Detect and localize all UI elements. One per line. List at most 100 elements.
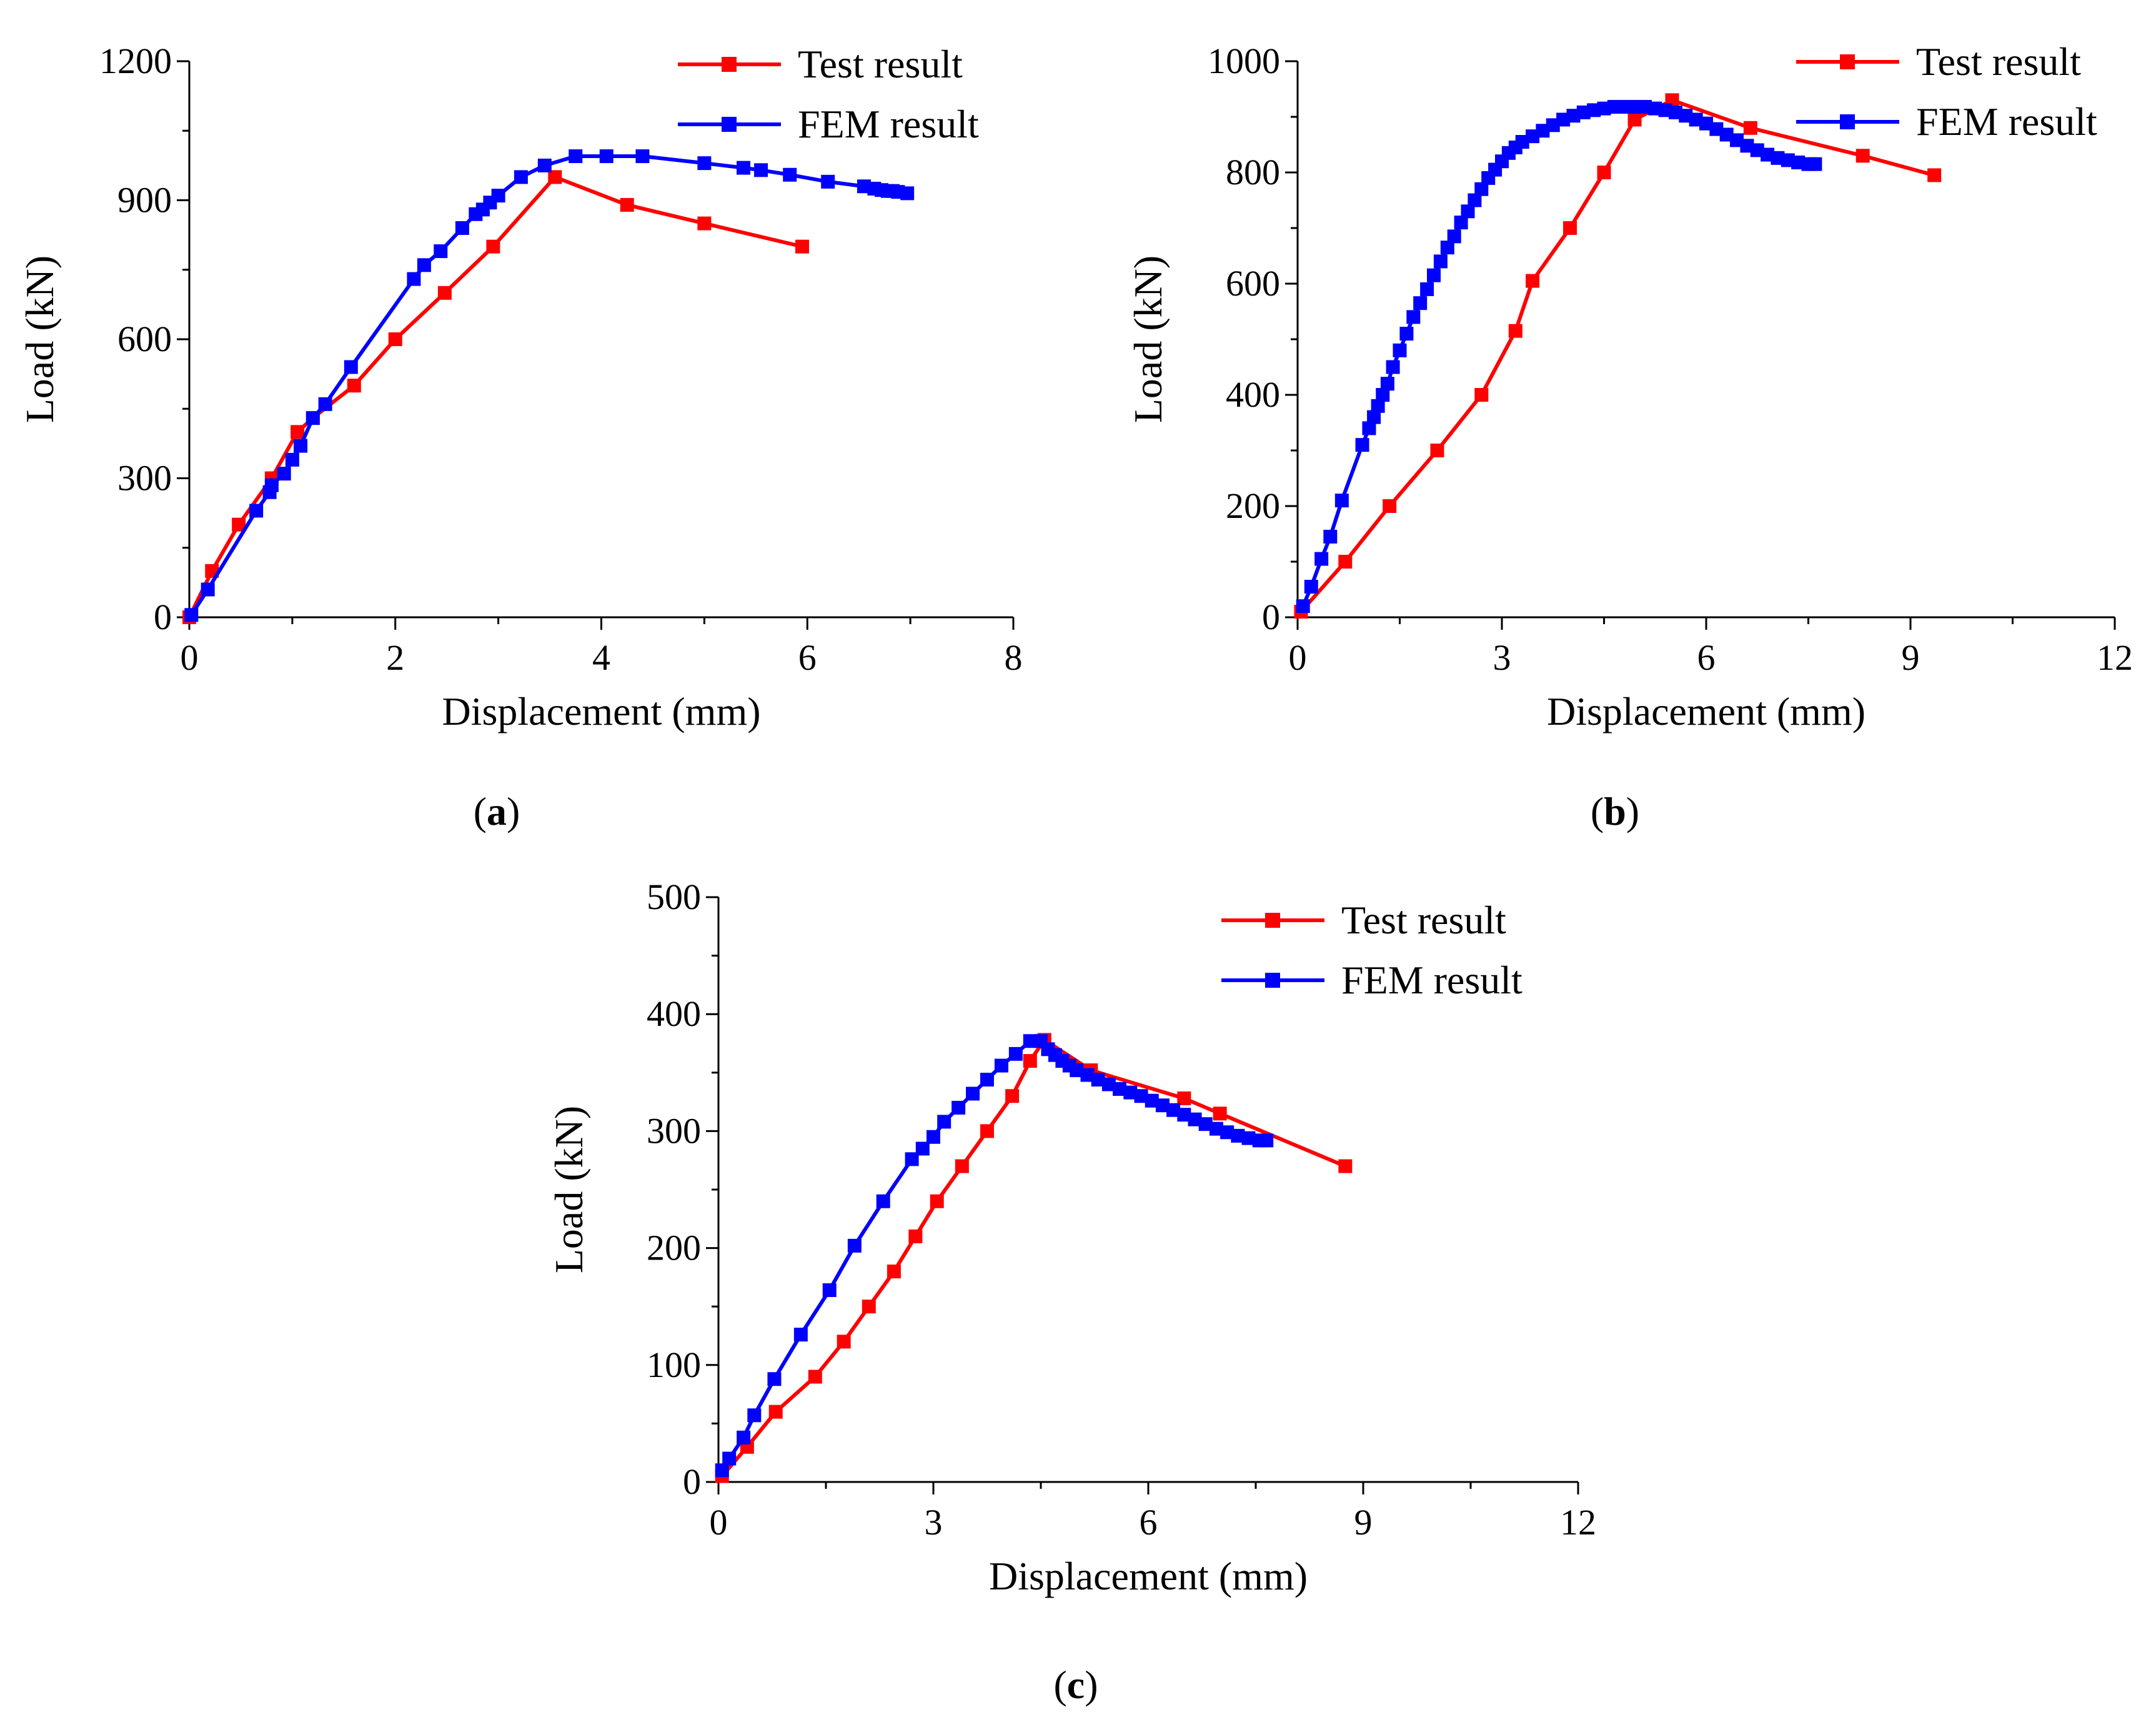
data-point-test — [697, 216, 712, 231]
data-point-fem — [455, 221, 469, 235]
data-point-test — [1563, 221, 1577, 235]
data-point-fem — [822, 1283, 837, 1297]
data-point-fem — [1241, 1131, 1256, 1145]
x-tick-label: 3 — [925, 1502, 943, 1543]
data-point-test — [1474, 388, 1489, 402]
data-point-test — [437, 286, 452, 300]
data-point-fem — [1188, 1112, 1202, 1126]
data-point-fem — [1413, 296, 1428, 311]
data-point-fem — [1406, 310, 1421, 324]
data-point-fem — [876, 1194, 890, 1208]
y-tick-label: 400 — [1226, 374, 1280, 415]
y-tick-label: 0 — [154, 597, 172, 637]
data-point-fem — [599, 149, 614, 164]
x-tick-label: 0 — [1289, 637, 1307, 678]
data-point-fem — [285, 452, 299, 467]
data-point-test — [1597, 166, 1611, 179]
data-point-fem — [1177, 1108, 1191, 1122]
x-tick-label: 6 — [1140, 1502, 1158, 1543]
data-point-fem — [980, 1073, 994, 1087]
legend-marker-test — [1265, 913, 1280, 928]
data-point-fem — [821, 174, 835, 189]
legend-label-fem: FEM result — [798, 102, 979, 146]
data-point-fem — [294, 439, 308, 453]
data-point-fem — [747, 1408, 762, 1423]
data-point-fem — [1808, 157, 1822, 171]
data-point-test — [1177, 1091, 1191, 1105]
data-point-fem — [783, 167, 797, 182]
data-point-fem — [635, 149, 650, 164]
data-point-fem — [1231, 1128, 1245, 1143]
data-point-fem — [1355, 438, 1369, 452]
data-point-fem — [344, 360, 358, 374]
y-tick-label: 400 — [647, 993, 701, 1034]
data-point-fem — [900, 186, 915, 201]
data-point-test — [1383, 499, 1397, 513]
data-point-fem — [905, 1152, 919, 1166]
y-tick-label: 600 — [117, 319, 172, 359]
data-point-fem — [434, 244, 448, 259]
x-tick-label: 3 — [1493, 637, 1511, 678]
data-point-test — [908, 1229, 923, 1243]
x-tick-label: 2 — [386, 637, 404, 678]
data-point-fem — [1101, 1077, 1116, 1091]
data-point-fem — [1362, 421, 1376, 435]
data-point-fem — [1304, 580, 1318, 594]
data-point-fem — [1393, 343, 1407, 357]
legend-marker-fem — [1840, 114, 1855, 129]
series-line-fem — [1301, 104, 1816, 607]
data-point-fem — [1314, 552, 1329, 566]
data-point-test — [930, 1194, 944, 1208]
y-tick-label: 300 — [117, 458, 172, 499]
data-point-test — [1338, 555, 1353, 569]
data-point-fem — [1420, 282, 1434, 296]
data-point-fem — [1070, 1063, 1084, 1078]
data-point-fem — [754, 163, 768, 177]
series-line-test — [720, 1038, 1346, 1478]
x-tick-label: 6 — [1697, 637, 1716, 678]
series-line-fem — [189, 154, 908, 616]
y-tick-label: 800 — [1226, 152, 1280, 192]
data-point-fem — [767, 1372, 782, 1386]
data-point-fem — [1296, 599, 1310, 614]
data-point-test — [347, 379, 361, 393]
data-point-test — [980, 1124, 994, 1138]
legend-label-fem: FEM result — [1341, 958, 1523, 1002]
data-point-fem — [994, 1058, 1008, 1073]
data-point-fem — [201, 582, 215, 597]
y-tick-label: 600 — [1226, 263, 1280, 304]
y-axis-label: Load (kN) — [17, 256, 62, 423]
x-tick-label: 0 — [181, 637, 199, 678]
data-point-test — [862, 1300, 876, 1314]
panel-a-caption: (a) — [473, 789, 520, 833]
legend-marker-test — [1840, 54, 1855, 69]
data-point-fem — [847, 1238, 862, 1253]
data-point-fem — [306, 411, 320, 425]
data-point-test — [486, 239, 500, 254]
chart-panel-b: 0 3 6 9 12 0 200 400 600 800 1000 Displacement (mm)… — [1126, 39, 2133, 733]
x-tick-label: 12 — [1560, 1502, 1596, 1543]
data-point-fem — [715, 1463, 729, 1478]
data-point-fem — [1399, 327, 1414, 341]
data-point-test — [232, 517, 246, 532]
data-point-test — [1927, 168, 1942, 182]
y-tick-label: 1000 — [1208, 41, 1280, 81]
data-point-fem — [1008, 1046, 1023, 1061]
data-point-test — [620, 197, 634, 212]
legend-label-test: Test result — [798, 42, 963, 86]
data-point-test — [1743, 121, 1757, 135]
legend-marker-fem — [722, 117, 737, 132]
legend-label-test: Test result — [1916, 39, 2081, 84]
data-point-fem — [264, 478, 279, 492]
y-tick-label: 500 — [647, 877, 701, 917]
data-point-fem — [1440, 241, 1454, 255]
y-axis-label: Load (kN) — [547, 1106, 591, 1273]
data-point-test — [1627, 112, 1642, 127]
data-point-fem — [1474, 182, 1489, 196]
data-point-fem — [1376, 388, 1390, 402]
data-point-fem — [1113, 1082, 1127, 1096]
data-point-test — [795, 239, 810, 254]
data-point-test — [837, 1335, 851, 1349]
y-tick-label: 900 — [117, 180, 172, 221]
